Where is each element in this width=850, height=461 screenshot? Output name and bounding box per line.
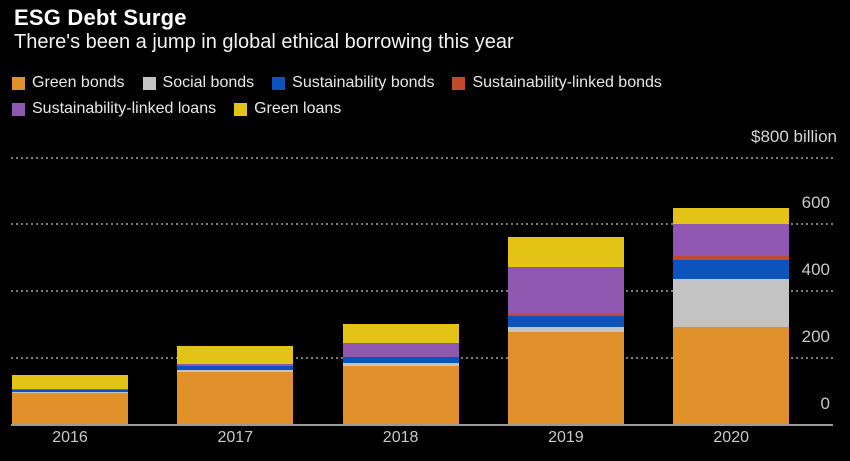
bar-segment-2020-green-loans xyxy=(673,207,790,225)
bar-segment-2018-social-bonds xyxy=(342,363,459,366)
legend-row-2: Sustainability-linked loans Green loans xyxy=(12,100,680,118)
y-tick-label-600: 600 xyxy=(801,193,830,213)
bar-segment-2016-green-loans xyxy=(12,375,128,390)
bar-segment-2020-sustainability-bonds xyxy=(673,259,790,279)
bar-segment-2020-sustainability-linked-loans xyxy=(673,224,790,256)
bar-segment-2017-green-loans xyxy=(177,345,294,365)
bar-segment-2016-sustainability-linked-loans xyxy=(12,389,128,391)
bar-2020 xyxy=(673,207,790,425)
legend-label: Sustainability bonds xyxy=(292,74,435,91)
legend-swatch-icon xyxy=(12,102,25,116)
bar-2016 xyxy=(12,375,128,425)
legend-item-sustainability-bonds: Sustainability bonds xyxy=(272,74,434,92)
bar-segment-2019-green-loans xyxy=(507,236,624,267)
chart-title: ESG Debt Surge xyxy=(14,5,187,30)
bar-segment-2020-sustainability-linked-bonds xyxy=(673,255,790,260)
legend-row-1: Green bonds Social bonds Sustainability bo… xyxy=(12,74,680,92)
legend-label: Green bonds xyxy=(32,74,125,91)
legend-swatch-icon xyxy=(12,76,25,90)
y-tick-label-400: 400 xyxy=(801,260,830,279)
bar-2018 xyxy=(342,324,459,425)
legend-swatch-icon xyxy=(272,76,286,90)
y-tick-label-0: 0 xyxy=(820,393,830,413)
bar-segment-2019-green-bonds xyxy=(507,331,624,425)
bar-segment-2017-sustainability-linked-loans xyxy=(177,364,294,366)
legend-item-green-bonds: Green bonds xyxy=(12,74,125,92)
bar-segment-2018-sustainability-bonds xyxy=(342,357,459,364)
bar-segment-2019-sustainability-linked-bonds xyxy=(507,314,624,317)
x-tick-label-2016: 2016 xyxy=(52,429,88,446)
bar-segment-2017-social-bonds xyxy=(177,369,294,373)
gridline-800 xyxy=(11,156,833,159)
x-axis-line xyxy=(11,423,833,426)
legend-label: Social bonds xyxy=(162,74,255,91)
bar-segment-2019-social-bonds xyxy=(507,327,624,332)
bar-segment-2016-green-bonds xyxy=(12,392,128,425)
gridline-600 xyxy=(11,223,833,226)
legend-item-green-loans: Green loans xyxy=(234,100,341,118)
x-tick-label-2017: 2017 xyxy=(217,429,254,446)
bar-segment-2018-green-loans xyxy=(342,324,459,344)
gridline-400 xyxy=(11,290,833,292)
bar-segment-2019-sustainability-bonds xyxy=(507,316,624,328)
legend-label: Sustainability-linked loans xyxy=(32,100,217,117)
bar-segment-2018-green-bonds xyxy=(342,365,459,425)
bar-segment-2016-sustainability-bonds xyxy=(12,390,128,392)
bar-2019 xyxy=(507,236,624,425)
x-tick-label-2019: 2019 xyxy=(548,429,584,446)
legend-swatch-icon xyxy=(142,76,156,90)
bar-2017 xyxy=(177,345,294,425)
y-axis-top-label: $800 billion xyxy=(750,126,837,146)
legend-item-sustainability-linked-loans: Sustainability-linked loans xyxy=(12,100,216,118)
bar-segment-2018-sustainability-linked-loans xyxy=(342,343,459,358)
bar-segment-2020-social-bonds xyxy=(673,279,790,327)
chart-subtitle: There's been a jump in global ethical bo… xyxy=(14,31,514,53)
x-tick-label-2018: 2018 xyxy=(382,429,419,446)
bar-segment-2020-green-bonds xyxy=(673,326,790,425)
legend-label: Sustainability-linked bonds xyxy=(472,74,662,91)
legend-swatch-icon xyxy=(234,102,248,116)
bar-segment-2019-sustainability-linked-loans xyxy=(507,266,624,315)
legend-item-social-bonds: Social bonds xyxy=(142,74,255,92)
legend-label: Green loans xyxy=(254,100,342,117)
legend: Green bonds Social bonds Sustainability bo… xyxy=(12,74,680,126)
y-tick-label-200: 200 xyxy=(801,326,830,346)
bar-segment-2016-social-bonds xyxy=(12,391,128,393)
bar-segment-2017-sustainability-bonds xyxy=(177,365,294,370)
legend-item-sustainability-linked-bonds: Sustainability-linked bonds xyxy=(452,74,662,92)
legend-swatch-icon xyxy=(452,76,466,90)
x-tick-label-2020: 2020 xyxy=(713,429,749,446)
bar-segment-2017-green-bonds xyxy=(177,372,294,425)
